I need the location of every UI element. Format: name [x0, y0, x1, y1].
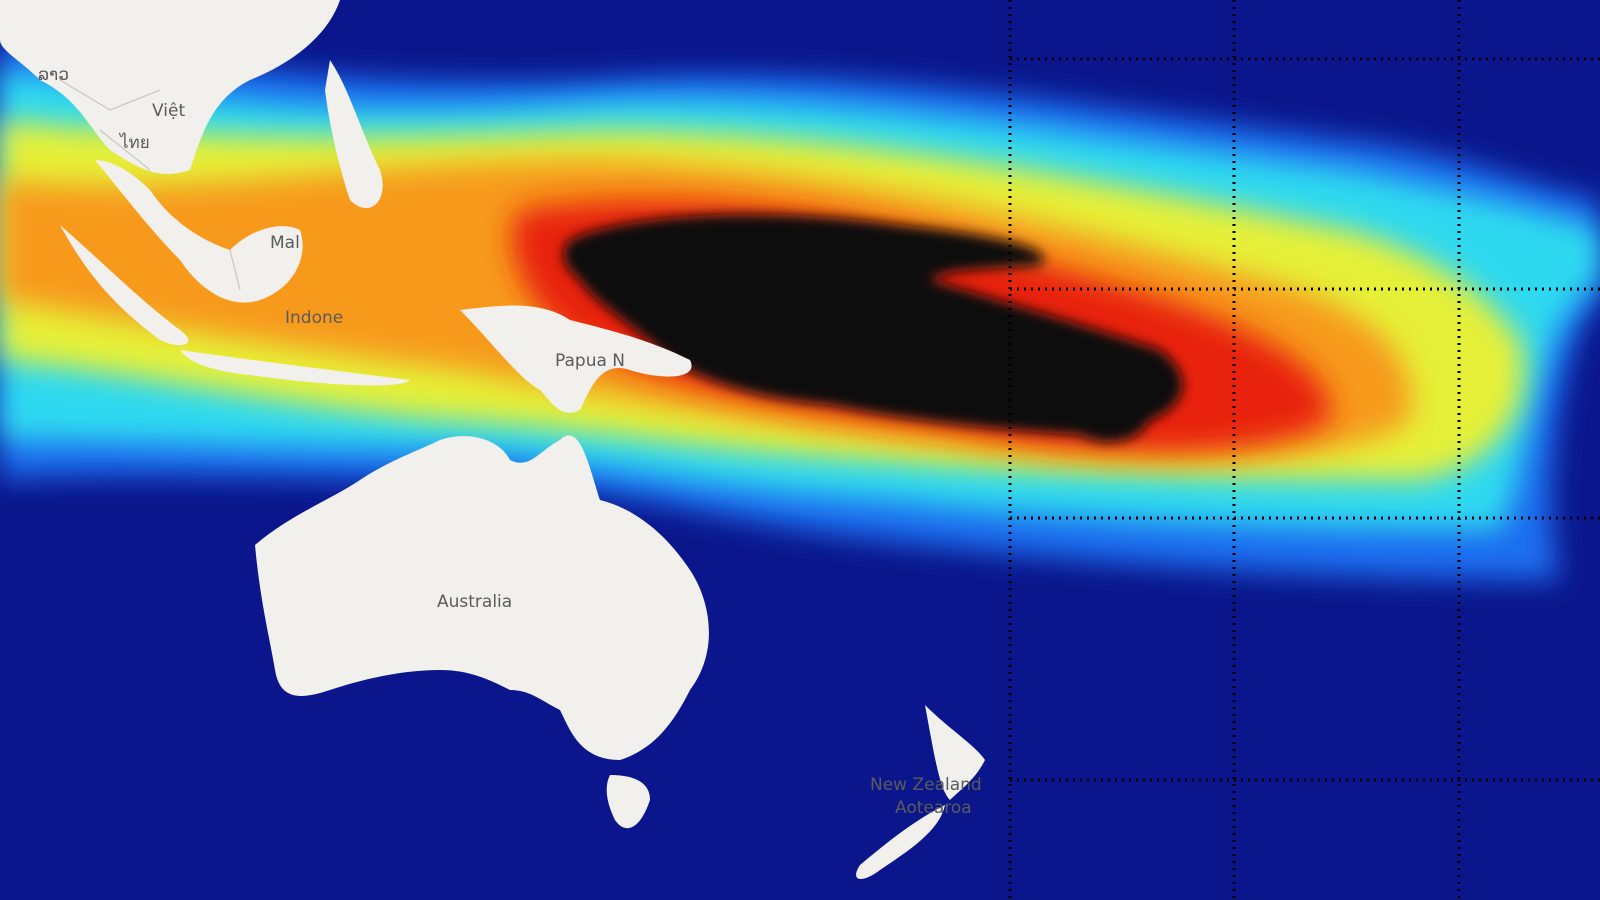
place-label: Việt — [152, 101, 185, 121]
place-label: Australia — [437, 592, 512, 612]
place-label: Papua N — [555, 351, 625, 371]
place-label: Aotearoa — [895, 798, 972, 818]
graticule — [1008, 0, 1600, 900]
land — [0, 0, 985, 880]
place-label: ไทย — [118, 132, 150, 153]
place-label: Indone — [285, 308, 343, 328]
place-label: ລາວ — [38, 65, 69, 85]
place-labels: ລາວ Việt ไทย Mal Indone Papua N Australi… — [38, 65, 982, 818]
heat-band — [0, 40, 1600, 580]
place-label: Mal — [270, 233, 300, 253]
place-label: New Zealand — [870, 775, 982, 795]
